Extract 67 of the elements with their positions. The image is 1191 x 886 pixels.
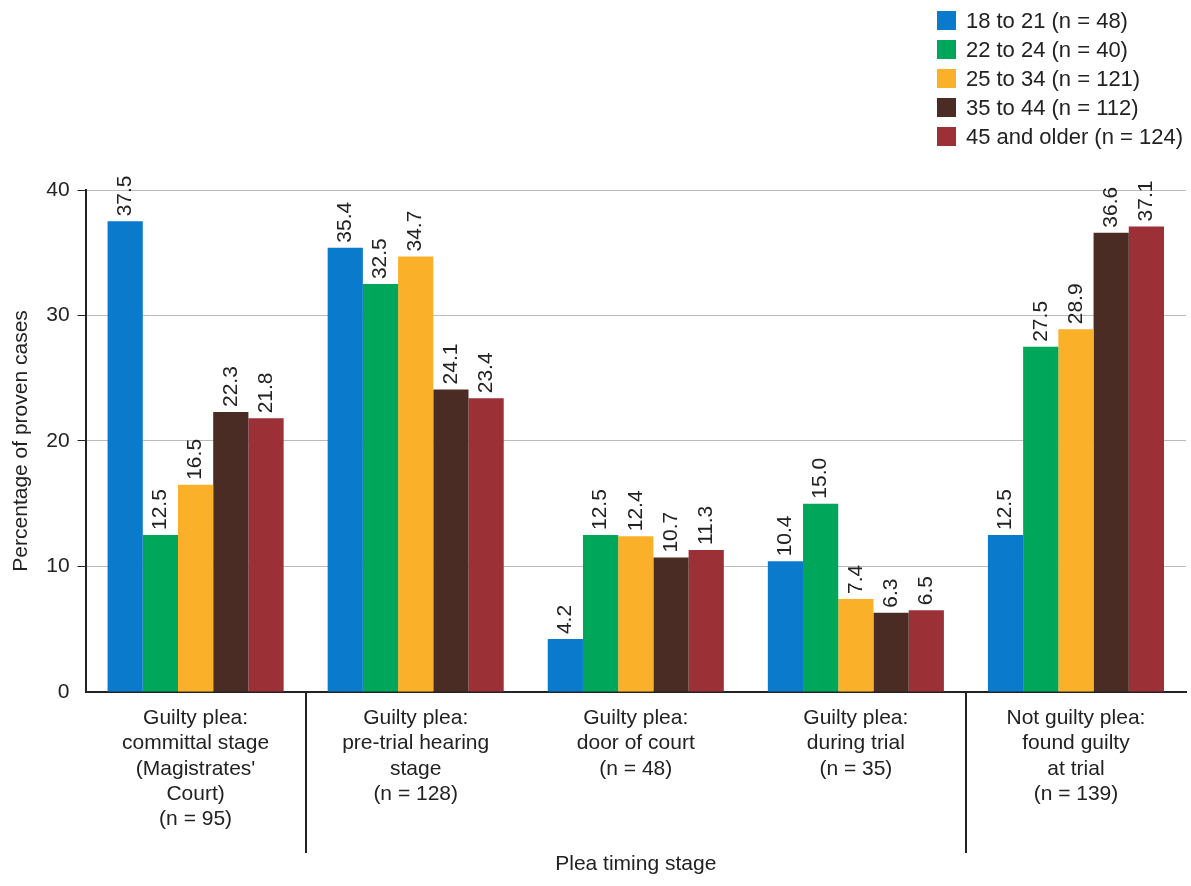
bar	[688, 550, 724, 692]
data-label: 12.4	[622, 490, 646, 532]
data-label: 36.6	[1097, 186, 1121, 228]
data-label: 24.1	[437, 343, 461, 385]
bar	[838, 598, 874, 692]
y-tick-label: 20	[46, 427, 70, 451]
data-label: 12.5	[992, 489, 1016, 530]
bar	[398, 256, 434, 692]
bar	[248, 418, 284, 692]
bar	[987, 534, 1024, 692]
y-tick-label: 10	[46, 553, 70, 577]
y-tick-label: 0	[57, 678, 70, 702]
bar	[362, 284, 399, 692]
data-label: 11.3	[693, 505, 716, 546]
x-tick-label: Not guilty plea: found guilty at trial (n = 139)	[1006, 705, 1146, 804]
bar	[1058, 329, 1094, 692]
legend-label: 18 to 21 (n = 48)	[965, 7, 1128, 34]
bar	[327, 247, 363, 692]
bar	[178, 484, 214, 692]
data-label: 23.4	[472, 352, 496, 394]
bar	[767, 561, 804, 692]
bar	[468, 398, 504, 692]
data-label: 10.7	[657, 511, 681, 553]
data-label: 35.4	[332, 201, 356, 243]
bar	[107, 221, 143, 692]
x-tick-label: Guilty plea: door of court (n = 48)	[576, 705, 695, 779]
bar	[582, 534, 619, 692]
y-tick-label: 40	[46, 176, 70, 200]
x-tick-label: Guilty plea: committal stage (Magistrates' Court) (n = 95)	[122, 705, 270, 829]
data-label: 22.3	[217, 366, 241, 408]
bar	[1023, 346, 1059, 692]
data-label: 12.5	[587, 489, 611, 530]
bar	[142, 534, 178, 692]
bar	[547, 639, 583, 692]
x-tick-label: Guilty plea: pre-trial hearing stage (n = 128)	[342, 705, 490, 804]
data-label: 4.2	[552, 604, 576, 635]
bar	[433, 389, 469, 692]
data-label: 10.4	[772, 515, 796, 557]
bar	[1093, 232, 1129, 692]
data-label: 16.5	[182, 438, 206, 480]
data-label: 27.5	[1027, 300, 1051, 342]
legend-label: 22 to 24 (n = 40)	[965, 36, 1128, 63]
bar	[803, 503, 839, 692]
bar	[213, 412, 249, 692]
bar	[908, 610, 944, 692]
data-label: 21.8	[252, 372, 276, 414]
y-axis-title: Percentage of proven cases	[8, 310, 32, 572]
x-axis-title: Plea timing stage	[555, 851, 717, 875]
data-label: 15.0	[807, 457, 831, 499]
data-label: 12.5	[147, 489, 171, 530]
bar	[873, 612, 909, 692]
data-label: 34.7	[402, 210, 426, 252]
data-label: 7.4	[842, 564, 866, 594]
legend-label: 45 and older (n = 124)	[965, 123, 1183, 150]
data-label: 32.5	[367, 238, 391, 280]
data-label: 37.5	[111, 175, 135, 217]
data-label: 37.1	[1133, 180, 1157, 222]
legend-label: 25 to 34 (n = 121)	[965, 65, 1141, 92]
data-label: 6.5	[913, 576, 937, 606]
legend-label: 35 to 44 (n = 112)	[965, 94, 1139, 121]
bar	[618, 536, 654, 692]
x-tick-label: Guilty plea: during trial (n = 35)	[803, 705, 909, 779]
data-label: 6.3	[877, 578, 901, 608]
y-tick-label: 30	[46, 302, 70, 326]
bar	[1128, 226, 1164, 692]
data-label: 28.9	[1062, 283, 1086, 325]
bar	[653, 557, 689, 692]
